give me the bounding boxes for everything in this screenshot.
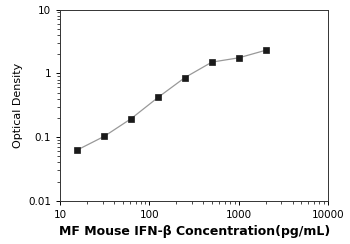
- Y-axis label: Optical Density: Optical Density: [13, 62, 22, 148]
- X-axis label: MF Mouse IFN-β Concentration(pg/mL): MF Mouse IFN-β Concentration(pg/mL): [58, 225, 330, 238]
